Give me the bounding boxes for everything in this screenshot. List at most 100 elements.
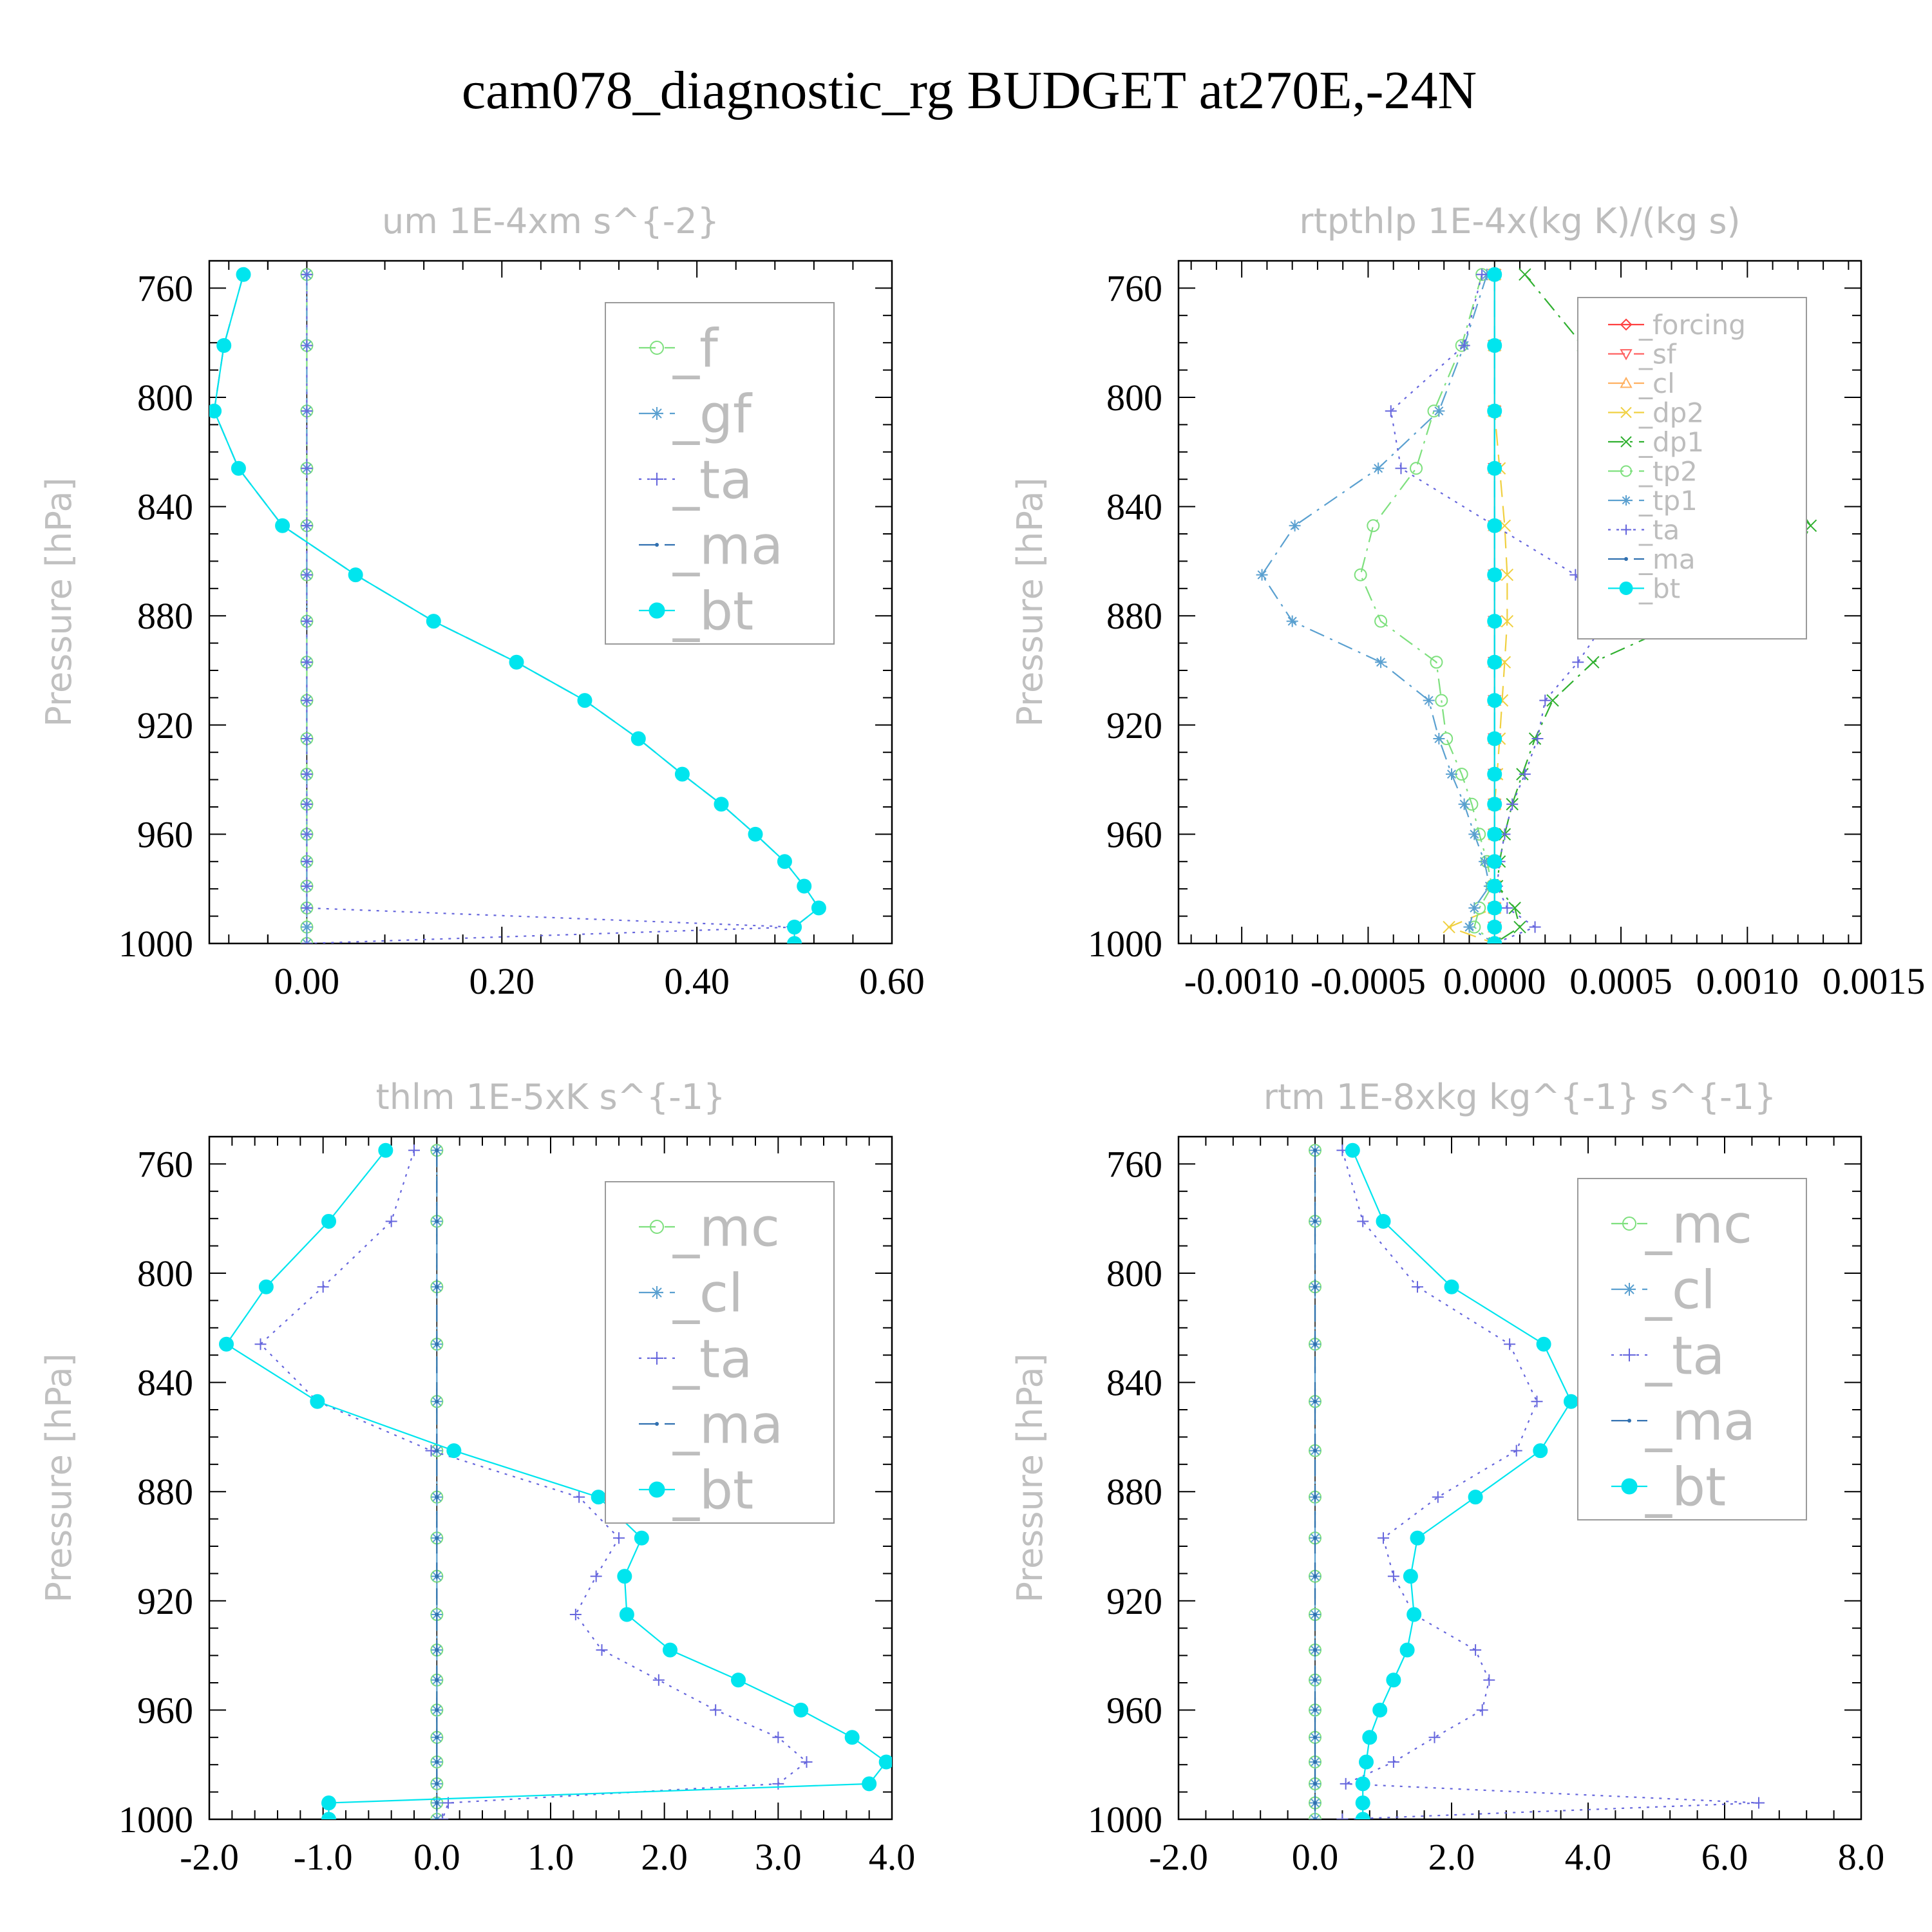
x-tick-label: -0.0010	[1184, 960, 1300, 1002]
data-point	[674, 766, 690, 782]
x-tick-label: 0.60	[859, 960, 925, 1002]
y-tick-label: 760	[137, 267, 193, 309]
data-point	[435, 1648, 439, 1653]
legend-marker	[1620, 376, 1633, 388]
x-tick-label: -1.0	[294, 1836, 353, 1878]
legend-entry: _cl	[1638, 368, 1675, 399]
data-point	[1501, 902, 1513, 914]
data-point	[748, 826, 763, 842]
series-bt	[1345, 1142, 1578, 1819]
data-point	[435, 1285, 439, 1289]
data-point	[1483, 1674, 1495, 1686]
data-point	[1428, 1731, 1441, 1743]
legend: _mc_cl_ta_ma_bt	[605, 1181, 835, 1524]
data-point	[590, 1570, 602, 1582]
data-point	[1572, 656, 1584, 668]
panel-title: thlm 1E-5xK s^{-1}	[376, 1077, 726, 1117]
data-point	[591, 1490, 606, 1505]
panel-title: um 1E-4xm s^{-2}	[382, 201, 719, 242]
y-axis-label: Pressure [hPa]	[39, 1353, 79, 1602]
y-tick-label: 920	[137, 1580, 193, 1622]
data-point	[437, 1814, 449, 1819]
data-point	[1432, 1491, 1444, 1503]
data-point	[435, 1801, 439, 1805]
data-point	[509, 654, 524, 670]
legend: _forcing_sf_cl_dp2_dp1_tp2_tp1_ta_ma_bt	[1577, 297, 1807, 639]
data-point	[1463, 921, 1475, 933]
legend-marker	[1622, 1217, 1636, 1231]
data-point	[1487, 403, 1502, 419]
data-point	[1313, 1613, 1317, 1616]
legend-marker	[1624, 557, 1628, 561]
y-tick-label: 840	[1106, 486, 1162, 528]
series-line	[259, 1150, 808, 1819]
legend-entry: _sf	[1638, 339, 1677, 370]
legend-entry: _bt	[672, 1461, 753, 1522]
legend-marker	[1627, 1419, 1631, 1423]
data-point	[1487, 826, 1502, 842]
legend: _mc_cl_ta_ma_bt	[1577, 1178, 1807, 1520]
data-point	[787, 920, 802, 935]
legend-marker	[650, 407, 663, 420]
data-point	[435, 1342, 439, 1347]
data-point	[1410, 462, 1423, 475]
panels: um 1E-4xm s^{-2} Pressure [hPa] 760 800 840 8…	[39, 201, 1925, 1878]
legend-marker	[655, 543, 659, 547]
legend-marker	[650, 1352, 663, 1365]
legend-marker	[1623, 1349, 1636, 1361]
data-point	[1313, 1801, 1317, 1805]
y-tick-label: 760	[1106, 1143, 1162, 1185]
data-point	[1313, 1759, 1317, 1764]
data-point	[1487, 936, 1502, 943]
legend-marker	[1623, 1283, 1636, 1296]
data-point	[1355, 1812, 1370, 1819]
series-ta	[1336, 1144, 1765, 1819]
data-point	[1446, 768, 1457, 781]
data-point	[1385, 405, 1397, 417]
data-point	[1374, 614, 1388, 628]
data-point	[1313, 1219, 1317, 1224]
data-point	[435, 1574, 439, 1578]
y-tick-label: 800	[137, 1253, 193, 1294]
data-point	[1487, 731, 1502, 746]
legend-entry: _tp2	[1638, 456, 1698, 488]
series-ma	[1313, 1148, 1317, 1819]
data-point	[1362, 1730, 1378, 1745]
data-point	[1487, 567, 1502, 583]
data-point	[435, 1817, 439, 1819]
data-point	[811, 900, 826, 916]
data-point	[1313, 1678, 1317, 1682]
data-point	[1753, 1797, 1765, 1809]
data-point	[1519, 268, 1531, 281]
x-tick-label: 0.00	[274, 960, 340, 1002]
y-tick-label: 840	[137, 486, 193, 528]
data-point	[216, 337, 232, 353]
data-point	[1501, 568, 1514, 582]
data-point	[435, 1148, 439, 1153]
data-point	[435, 1781, 439, 1786]
x-tick-label: 0.0	[413, 1836, 460, 1878]
data-point	[1501, 614, 1514, 628]
data-point	[301, 656, 313, 668]
legend-entry: _ta	[672, 450, 752, 511]
data-point	[573, 1491, 585, 1503]
data-point	[1313, 1781, 1317, 1786]
legend-box	[605, 1181, 835, 1524]
y-axis-label: Pressure [hPa]	[1010, 1353, 1050, 1602]
data-point	[663, 1642, 677, 1658]
data-point	[1406, 1607, 1422, 1622]
data-point	[435, 1613, 439, 1616]
data-point	[1375, 656, 1387, 668]
y-axis-label: Pressure [hPa]	[39, 477, 79, 726]
data-point	[1286, 615, 1298, 627]
data-point	[1313, 1817, 1317, 1819]
y-tick-label: 800	[137, 377, 193, 419]
x-tick-label: 2.0	[1428, 1836, 1475, 1878]
y-tick-label: 920	[1106, 705, 1162, 746]
data-point	[1468, 1490, 1483, 1505]
y-tick-label: 960	[137, 813, 193, 855]
legend-entry: _ma	[1638, 544, 1696, 575]
data-point	[1468, 902, 1481, 914]
data-point	[301, 768, 313, 781]
data-point	[1529, 921, 1541, 933]
